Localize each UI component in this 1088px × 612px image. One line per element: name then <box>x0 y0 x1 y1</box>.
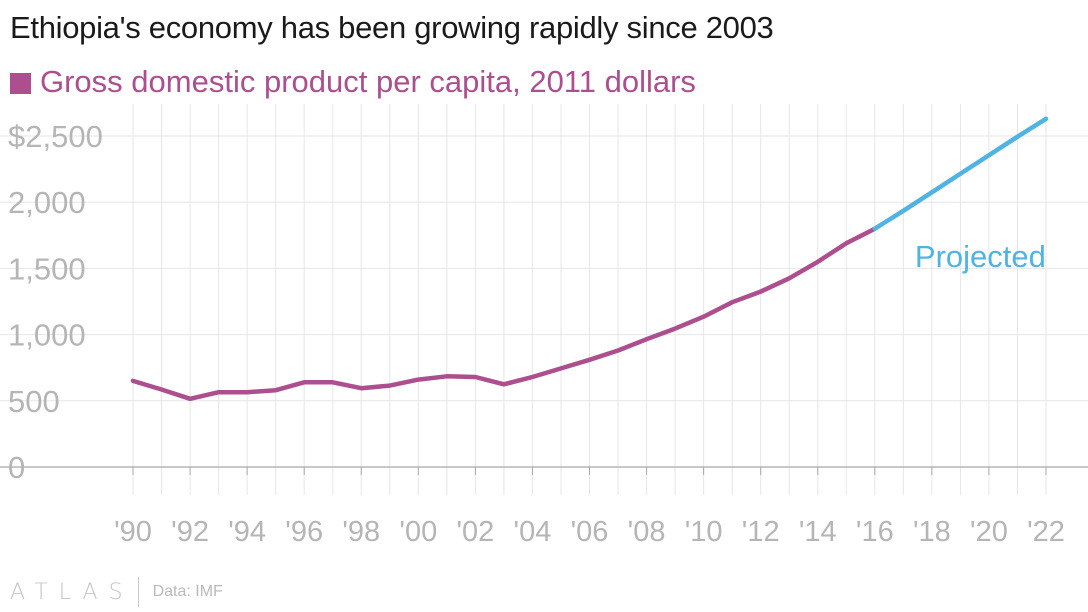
series-line-gdp <box>130 226 878 402</box>
chart-title: Ethiopia's economy has been growing rapi… <box>10 10 774 45</box>
y-tick-label: 1,000 <box>8 318 86 353</box>
annotations: Projected <box>915 239 1046 274</box>
x-tick-label: '10 <box>685 516 723 548</box>
footer-divider <box>137 577 139 607</box>
x-tick-label: '22 <box>1027 516 1065 548</box>
legend-swatch <box>10 72 31 94</box>
x-tick-label: '14 <box>799 516 837 548</box>
x-tick-label: '20 <box>970 516 1008 548</box>
x-tick-label: '16 <box>856 516 894 548</box>
y-tick-label: 1,500 <box>8 251 86 286</box>
grid-lines <box>0 104 1088 495</box>
x-tick-label: '96 <box>285 516 323 548</box>
x-tick-label: '02 <box>456 516 494 548</box>
x-tick-label: '94 <box>228 516 266 548</box>
x-tick-label: '90 <box>114 516 152 548</box>
x-tick-label: '08 <box>628 516 666 548</box>
x-axis: '90 '92 '94 '96 '98 '00 '02 '04 '06 '08 '10 '12 '14 '… <box>114 467 1065 548</box>
series-line-projected <box>872 116 1049 231</box>
y-tick-label: 2,000 <box>8 185 86 220</box>
y-tick-label: 0 <box>8 450 25 485</box>
x-tick-label: '92 <box>171 516 209 548</box>
projected-annotation: Projected <box>915 239 1046 274</box>
x-tick-label: '18 <box>913 516 951 548</box>
y-axis: 0 500 1,000 1,500 2,000 $2,500 <box>8 119 103 485</box>
source-note: Data: IMF <box>152 583 223 600</box>
footer: ATLAS Data: IMF <box>10 575 223 609</box>
x-tick-label: '00 <box>399 516 437 548</box>
x-tick-label: '06 <box>571 516 609 548</box>
x-tick-label: '98 <box>342 516 380 548</box>
x-tick-label: '12 <box>742 516 780 548</box>
series-lines <box>130 116 1049 402</box>
atlas-logo: ATLAS <box>10 579 134 605</box>
x-tick-label: '04 <box>514 516 552 548</box>
y-tick-label: 500 <box>8 384 60 419</box>
legend-label: Gross domestic product per capita, 2011 … <box>40 64 696 99</box>
legend: Gross domestic product per capita, 2011 … <box>10 64 696 100</box>
y-tick-label: $2,500 <box>8 119 103 154</box>
